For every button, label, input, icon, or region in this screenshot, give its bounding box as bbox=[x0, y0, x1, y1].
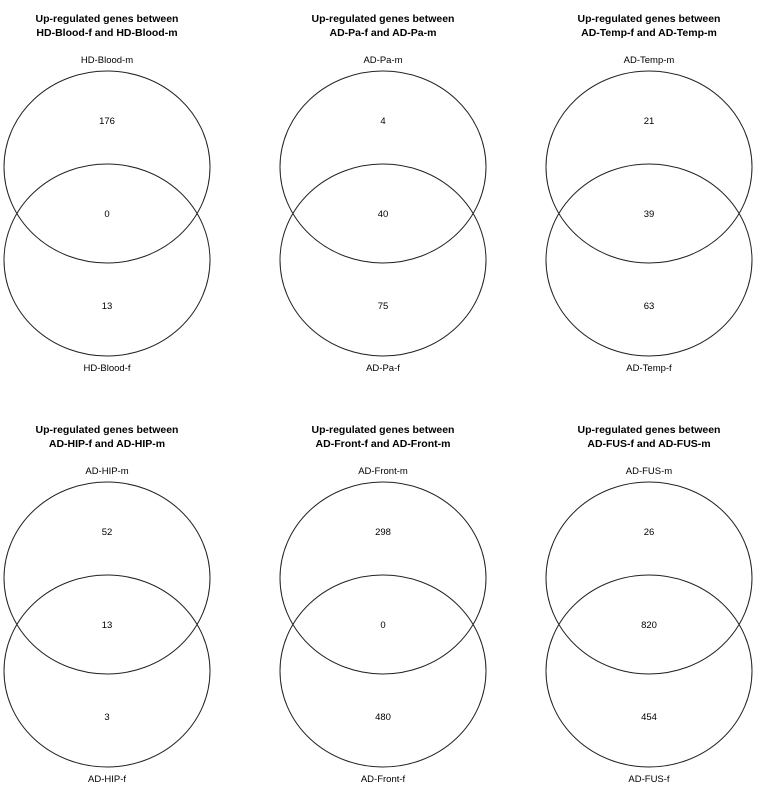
panel-title: Up-regulated genes between AD-Front-f an… bbox=[268, 423, 498, 451]
top-set-circle bbox=[545, 481, 753, 675]
overlap-count: 820 bbox=[641, 620, 657, 631]
panel-title-line1: Up-regulated genes between bbox=[577, 13, 721, 25]
panel-title-line1: Up-regulated genes between bbox=[35, 424, 179, 436]
venn-diagram: AD-HIP-m 52 13 3 AD-HIP-f bbox=[3, 466, 211, 785]
overlap-count: 13 bbox=[102, 620, 113, 631]
top-set-label: AD-HIP-m bbox=[85, 466, 128, 477]
panel-title-line1: Up-regulated genes between bbox=[311, 13, 455, 25]
venn-panel-ad-temp: Up-regulated genes between AD-Temp-f and… bbox=[534, 12, 764, 392]
top-only-count: 52 bbox=[102, 527, 113, 538]
bottom-set-label: AD-HIP-f bbox=[88, 774, 126, 785]
bottom-only-count: 3 bbox=[104, 712, 109, 723]
top-only-count: 298 bbox=[375, 527, 391, 538]
panel-title-line2: AD-HIP-f and AD-HIP-m bbox=[48, 438, 166, 450]
bottom-set-circle bbox=[545, 163, 753, 357]
bottom-set-label: AD-Front-f bbox=[361, 774, 406, 785]
top-only-count: 21 bbox=[644, 116, 655, 127]
venn-diagram: AD-FUS-m 26 820 454 AD-FUS-f bbox=[545, 466, 753, 785]
bottom-only-count: 454 bbox=[641, 712, 657, 723]
top-set-label: AD-Temp-m bbox=[624, 55, 675, 66]
venn-diagram: AD-Pa-m 4 40 75 AD-Pa-f bbox=[279, 55, 487, 374]
panel-title-line2: HD-Blood-f and HD-Blood-m bbox=[36, 27, 178, 39]
venn-panel-ad-fus: Up-regulated genes between AD-FUS-f and … bbox=[534, 423, 764, 803]
venn-panel-ad-front: Up-regulated genes between AD-Front-f an… bbox=[268, 423, 498, 803]
bottom-set-circle bbox=[545, 574, 753, 768]
panel-title: Up-regulated genes between AD-Pa-f and A… bbox=[268, 12, 498, 40]
overlap-count: 39 bbox=[644, 209, 655, 220]
bottom-set-label: AD-FUS-f bbox=[628, 774, 670, 785]
bottom-set-label: HD-Blood-f bbox=[84, 363, 131, 374]
venn-diagram: AD-Front-m 298 0 480 AD-Front-f bbox=[279, 466, 487, 785]
venn-diagram: HD-Blood-m 176 0 13 HD-Blood-f bbox=[3, 55, 211, 374]
venn-diagram: AD-Temp-m 21 39 63 AD-Temp-f bbox=[545, 55, 753, 374]
overlap-count: 0 bbox=[380, 620, 385, 631]
panel-title-line1: Up-regulated genes between bbox=[311, 424, 455, 436]
top-set-label: HD-Blood-m bbox=[81, 55, 133, 66]
top-only-count: 4 bbox=[380, 116, 385, 127]
panel-title-line2: AD-Front-f and AD-Front-m bbox=[315, 438, 451, 450]
bottom-only-count: 480 bbox=[375, 712, 391, 723]
bottom-set-label: AD-Pa-f bbox=[366, 363, 400, 374]
panel-title-line1: Up-regulated genes between bbox=[577, 424, 721, 436]
top-only-count: 26 bbox=[644, 527, 655, 538]
top-set-circle bbox=[3, 70, 211, 264]
bottom-set-circle bbox=[279, 574, 487, 768]
bottom-set-circle bbox=[279, 163, 487, 357]
overlap-count: 0 bbox=[104, 209, 109, 220]
top-set-circle bbox=[3, 481, 211, 675]
bottom-set-label: AD-Temp-f bbox=[626, 363, 672, 374]
top-set-circle bbox=[279, 481, 487, 675]
top-set-label: AD-Pa-m bbox=[363, 55, 402, 66]
bottom-only-count: 63 bbox=[644, 301, 655, 312]
bottom-set-circle bbox=[3, 163, 211, 357]
top-set-label: AD-Front-m bbox=[358, 466, 408, 477]
panel-title: Up-regulated genes between AD-FUS-f and … bbox=[534, 423, 764, 451]
overlap-count: 40 bbox=[378, 209, 389, 220]
top-only-count: 176 bbox=[99, 116, 115, 127]
panel-title: Up-regulated genes between AD-Temp-f and… bbox=[534, 12, 764, 40]
panel-title: Up-regulated genes between HD-Blood-f an… bbox=[0, 12, 222, 40]
top-set-label: AD-FUS-m bbox=[626, 466, 673, 477]
panel-title-line2: AD-FUS-f and AD-FUS-m bbox=[587, 438, 711, 450]
venn-panel-hd-blood: Up-regulated genes between HD-Blood-f an… bbox=[0, 12, 222, 392]
panel-title-line2: AD-Pa-f and AD-Pa-m bbox=[329, 27, 437, 39]
top-set-circle bbox=[279, 70, 487, 264]
bottom-only-count: 75 bbox=[378, 301, 389, 312]
bottom-only-count: 13 bbox=[102, 301, 113, 312]
panel-title-line1: Up-regulated genes between bbox=[35, 13, 179, 25]
bottom-set-circle bbox=[3, 574, 211, 768]
panel-title-line2: AD-Temp-f and AD-Temp-m bbox=[581, 27, 717, 39]
top-set-circle bbox=[545, 70, 753, 264]
venn-panel-ad-hip: Up-regulated genes between AD-HIP-f and … bbox=[0, 423, 222, 803]
venn-panel-ad-pa: Up-regulated genes between AD-Pa-f and A… bbox=[268, 12, 498, 392]
panel-title: Up-regulated genes between AD-HIP-f and … bbox=[0, 423, 222, 451]
